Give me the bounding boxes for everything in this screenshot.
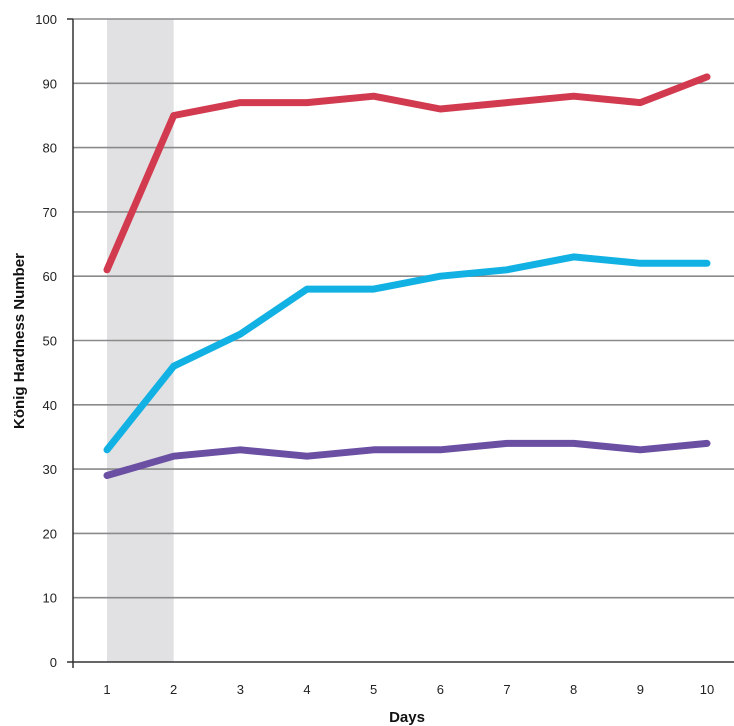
x-tick-label: 10 xyxy=(700,682,714,697)
x-tick-label: 6 xyxy=(437,682,444,697)
x-tick-label: 2 xyxy=(170,682,177,697)
x-tick-label: 5 xyxy=(370,682,377,697)
x-tick-label: 3 xyxy=(237,682,244,697)
y-axis-title: König Hardness Number xyxy=(11,253,28,429)
y-tick-label: 80 xyxy=(43,141,57,156)
y-tick-label: 0 xyxy=(50,655,57,670)
y-tick-label: 10 xyxy=(43,591,57,606)
y-tick-label: 100 xyxy=(35,12,57,27)
x-axis-title: Days xyxy=(389,709,425,726)
y-tick-label: 30 xyxy=(43,462,57,477)
x-tick-label: 8 xyxy=(570,682,577,697)
y-tick-label: 60 xyxy=(43,269,57,284)
y-tick-label: 50 xyxy=(43,334,57,349)
x-tick-label: 1 xyxy=(103,682,110,697)
x-tick-label: 9 xyxy=(637,682,644,697)
series-line-2 xyxy=(103,253,711,454)
y-tick-label: 20 xyxy=(43,526,57,541)
axes xyxy=(67,18,734,668)
tick-labels: 0 10 20 30 40 50 60 70 80 90 100 1 2 3 4 5 6 7 8 9 10 xyxy=(35,12,714,697)
series-line-1 xyxy=(103,73,711,274)
series-lines xyxy=(103,73,711,479)
y-tick-label: 90 xyxy=(43,76,57,91)
x-tick-label: 4 xyxy=(303,682,310,697)
x-tick-label: 7 xyxy=(503,682,510,697)
y-tick-label: 70 xyxy=(43,205,57,220)
gridlines xyxy=(73,18,734,599)
y-tick-label: 40 xyxy=(43,398,57,413)
series-line-3 xyxy=(103,439,711,479)
